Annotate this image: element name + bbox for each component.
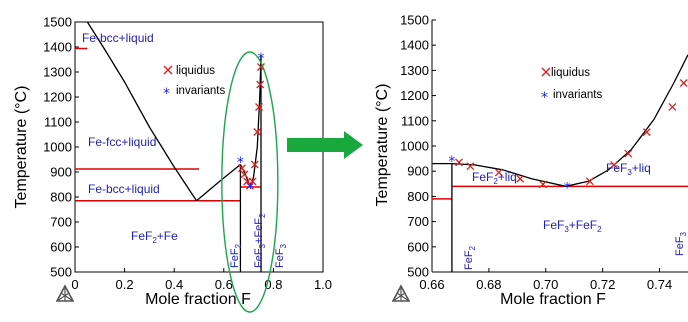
zoom-arrow-icon xyxy=(287,131,363,159)
right-liquidus-point xyxy=(466,162,475,171)
right-y-tick-label: 700 xyxy=(407,214,429,229)
right-phase-boundary xyxy=(451,162,566,187)
left-x-axis-label: Mole fraction F xyxy=(145,291,251,308)
left-liquidus-point xyxy=(237,164,246,173)
left-invariant-point: * xyxy=(247,181,254,197)
right-liquidus-point xyxy=(516,174,525,183)
left-region-fe-bcc-liquid-lower: Fe-bcc+liquid xyxy=(88,182,160,196)
right-liquidus-point xyxy=(679,79,688,87)
left-legend-liquidus-label: liquidus xyxy=(176,65,215,77)
right-region-fef2-liq: FeF2+liq xyxy=(472,170,517,186)
right-y-tick-label: 1200 xyxy=(400,88,429,103)
right-y-tick-label: 1300 xyxy=(400,63,429,78)
right-phase-boundary xyxy=(565,54,688,187)
left-phase-boundary xyxy=(196,163,241,202)
factsage-logo-icon-left xyxy=(55,284,75,302)
right-liquidus-point xyxy=(455,158,463,167)
left-region-fe-fcc-liquid: Fe-fcc+liquid xyxy=(88,135,156,149)
right-liquidus-point xyxy=(624,149,633,158)
left-chart: 500600700800900100011001200130014001500 … xyxy=(13,15,332,309)
left-liquidus-point xyxy=(248,177,257,186)
left-y-tick-label: 600 xyxy=(50,240,72,255)
left-invariant-point: * xyxy=(258,51,265,67)
left-y-tick-label: 1300 xyxy=(43,65,72,80)
left-liquidus-point xyxy=(256,80,265,89)
right-y-tick-label: 600 xyxy=(407,239,429,254)
left-y-axis-label: Temperature (°C) xyxy=(13,86,30,209)
left-liquidus-point xyxy=(245,181,254,190)
left-invariant-point: * xyxy=(237,155,244,171)
right-liquidus-point xyxy=(668,102,677,111)
left-region-fef2-fe: FeF2+Fe xyxy=(131,229,178,245)
left-region-fef3: FeF3 xyxy=(274,243,288,268)
right-legend-invariants-marker: * xyxy=(541,90,548,106)
left-liquidus-point xyxy=(240,170,249,179)
right-y-tick-label: 500 xyxy=(407,265,429,280)
right-legend: liquidus * invariants xyxy=(541,67,602,106)
left-liquidus-point xyxy=(250,160,259,169)
right-liquidus-point xyxy=(494,168,503,177)
right-liquidus-point xyxy=(585,177,594,186)
left-region-fef3-fef2: FeF3+FeF2 xyxy=(253,213,267,268)
left-legend-invariants-marker: * xyxy=(163,86,170,102)
right-x-tick-label: 0.70 xyxy=(533,277,558,292)
right-y-tick-label: 1000 xyxy=(400,139,429,154)
right-legend-invariants-label: invariants xyxy=(553,89,602,101)
right-y-tick-label: 900 xyxy=(407,164,429,179)
left-x-tick-label: 1.0 xyxy=(314,277,332,292)
factsage-logo-icon-right xyxy=(391,284,411,302)
left-y-tick-label: 1400 xyxy=(43,40,72,55)
left-x-tick-label: 0.2 xyxy=(116,277,134,292)
left-x-tick-label: 0 xyxy=(71,277,78,292)
left-region-fef2: FeF2 xyxy=(229,243,243,268)
left-legend: liquidus * invariants xyxy=(163,65,225,102)
right-y-tick-label: 1100 xyxy=(401,113,429,128)
left-liquidus-point xyxy=(255,103,263,111)
right-invariant-point: * xyxy=(448,154,455,170)
right-region-fef3-fef2: FeF3+FeF2 xyxy=(543,218,602,234)
right-x-tick-label: 0.72 xyxy=(590,277,615,292)
right-y-tick-label: 800 xyxy=(407,189,429,204)
right-region-fef2: FeF2 xyxy=(463,245,477,270)
right-liquidus-point xyxy=(538,180,547,189)
left-y-tick-label: 1200 xyxy=(43,90,72,105)
right-x-tick-label: 0.74 xyxy=(647,277,672,292)
left-region-fe-bcc-liquid-upper: Fe-bcc+liquid xyxy=(82,31,154,45)
left-legend-liquidus-marker xyxy=(163,65,173,75)
left-y-tick-label: 500 xyxy=(50,265,72,280)
left-legend-invariants-label: invariants xyxy=(176,85,225,97)
left-phase-boundary xyxy=(86,22,198,202)
right-y-tick-label: 1400 xyxy=(400,38,429,53)
left-y-tick-label: 1100 xyxy=(44,115,72,130)
right-liquidus-point xyxy=(642,128,651,137)
left-y-tick-label: 700 xyxy=(50,215,72,230)
right-region-fef3: FeF3 xyxy=(674,231,688,256)
left-x-tick-label: 0.8 xyxy=(264,277,282,292)
right-x-tick-label: 0.66 xyxy=(419,277,444,292)
left-y-tick-label: 800 xyxy=(50,190,72,205)
right-y-axis-label: Temperature (°C) xyxy=(374,84,391,207)
right-chart: 500600700800900100011001200130014001500 … xyxy=(374,13,688,308)
left-y-tick-label: 1000 xyxy=(43,140,72,155)
left-x-tick-label: 0.4 xyxy=(165,277,183,292)
zoom-region-ellipse xyxy=(221,51,279,313)
right-invariant-point: * xyxy=(564,180,571,196)
right-liquidus-point xyxy=(610,160,619,169)
left-x-tick-label: 0.6 xyxy=(215,277,233,292)
right-legend-liquidus-label: liquidus xyxy=(551,67,590,79)
right-x-tick-label: 0.68 xyxy=(476,277,501,292)
right-x-axis-label: Mole fraction F xyxy=(500,291,606,308)
right-region-fef3-liq: FeF3+liq xyxy=(606,161,651,177)
right-y-tick-label: 1500 xyxy=(400,13,429,28)
right-legend-liquidus-marker xyxy=(541,67,551,77)
left-y-tick-label: 1500 xyxy=(43,15,72,30)
left-y-tick-label: 900 xyxy=(50,165,72,180)
left-liquidus-point xyxy=(253,128,262,136)
